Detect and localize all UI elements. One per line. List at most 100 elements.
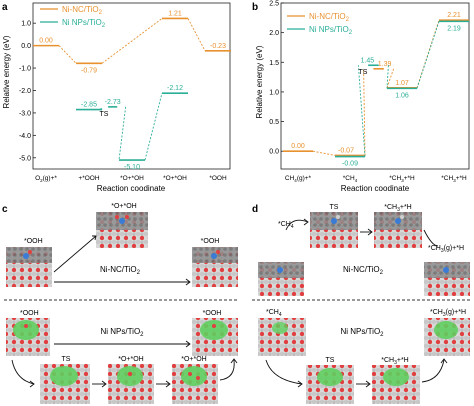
y-tick-label-a-6: 1.0 — [21, 21, 31, 28]
arrow-c-curve — [11, 359, 35, 385]
label-c-bot-left: *OOH — [20, 310, 39, 317]
data-label-a-0-3: -0.23 — [210, 43, 226, 50]
connector-b-0-1 — [363, 68, 366, 156]
x-tick-label-a-4: *OOH — [209, 175, 227, 182]
y-tick-label-b-3: 1.5 — [269, 60, 279, 67]
label-d-top-ts: TS — [330, 204, 339, 211]
ts-label-a: TS — [100, 111, 109, 118]
label-d-top-ch4: *CH4 — [278, 221, 294, 230]
label-c-top-left: *OOH — [24, 238, 43, 245]
label-d-bot-ts: TS — [326, 357, 335, 364]
connector-a-0-2 — [187, 18, 206, 51]
structure-c-bot-mid1 — [108, 364, 154, 404]
panel-label-c: c — [2, 204, 8, 215]
y-tick-label-a-0: -5.0 — [19, 155, 31, 162]
connector-b-1-2 — [416, 21, 440, 89]
structure-c-bot-mid2 — [172, 364, 218, 404]
data-label-b-1-1: 1.45 — [361, 57, 375, 64]
label-d-bot-ch4: *CH4 — [266, 309, 282, 318]
y-tick-label-a-5: 0.0 — [21, 43, 31, 50]
connector-a-0-0 — [58, 45, 77, 64]
structure-c-top-right — [192, 247, 238, 287]
x-tick-label-a-0: O2(g)+* — [35, 175, 57, 183]
x-tick-label-b-0: CH4(g)+* — [285, 175, 312, 183]
legend-entry-ni-nps-a: Ni NPs/TiO2 — [62, 18, 106, 29]
y-tick-label-b-4: 2.0 — [269, 30, 279, 37]
connector-b-0-0 — [312, 150, 336, 156]
legend-entry-ni-nc-b: Ni-NC/TiO2 — [309, 12, 350, 23]
plot-frame-a — [32, 2, 231, 170]
x-tick-label-b-3: *CH3+*H — [441, 175, 467, 183]
x-tick-labels-a: O2(g)+* +*OOH *O+*OH *O+*OH *OOH — [35, 175, 227, 183]
panel-label-b: b — [252, 2, 258, 13]
label-c-bot-mid1: *O+*OH — [118, 356, 143, 363]
structure-d-top-left — [258, 262, 304, 296]
label-d-top-ch3h: *CH3+*H — [384, 204, 412, 213]
x-axis-label-a: Reaction coodinate — [97, 184, 166, 193]
x-axis-label-b: Reaction coodinate — [341, 184, 410, 193]
data-label-b-1-2: 1.06 — [395, 92, 409, 99]
y-ticks-b: 0.0 0.5 1.0 1.5 2.0 2.5 — [269, 1, 284, 156]
structure-d-bot-ch3h — [372, 365, 420, 404]
y-tick-label-b-5: 2.5 — [269, 1, 279, 8]
structure-c-bot-right — [192, 318, 238, 356]
label-c-bot-mid2: *O+*OH — [181, 356, 206, 363]
label-d-bot-ch3h: *CH3+*H — [381, 357, 409, 366]
x-tick-label-a-2: *O+*OH — [120, 175, 144, 182]
panel-b: b Relative energy (eV) 0.0 0.5 1.0 1.5 2.0 2.… — [252, 1, 470, 193]
label-c-ts: TS — [62, 356, 71, 363]
structure-c-top-left — [6, 247, 52, 287]
connector-b-1-0 — [357, 65, 366, 157]
data-label-b-1-0: -0.09 — [342, 161, 358, 168]
data-label-a-0-1: -0.79 — [81, 67, 97, 74]
connector-b-1-1 — [386, 65, 389, 89]
panel-a: a Relative energy (eV) -5.0-4.0-3.0-2.0-… — [2, 2, 231, 193]
label-d-ni-nc: Ni-NC/TiO2 — [343, 265, 384, 276]
ts-label-b: TS — [359, 69, 368, 76]
panel-label-a: a — [2, 2, 8, 13]
data-label-a-0-2: 1.21 — [168, 10, 182, 17]
panel-c: c *OOH *O+*OH Ni-NC/TiO2 *OOH *OOH — [2, 203, 238, 404]
connector-a-1-2 — [144, 93, 163, 161]
data-label-b-0-2: 1.39 — [378, 61, 392, 68]
structure-d-bot-left — [258, 318, 306, 356]
structure-c-ts — [40, 364, 90, 404]
connector-a-1-1 — [118, 106, 127, 161]
legend-a: Ni-NC/TiO2 Ni NPs/TiO2 — [40, 5, 106, 29]
y-tick-label-a-2: -3.0 — [19, 110, 31, 117]
y-axis-label-b: Relative energy (eV) — [255, 45, 264, 118]
legend-b: Ni-NC/TiO2 Ni NPs/TiO2 — [287, 12, 353, 36]
label-c-ni-nc: Ni-NC/TiO2 — [100, 265, 141, 276]
series-b: 0.00 -0.07 1.39 1.07 2.21 -0.09 1.45 1.06 2.19 — [283, 12, 469, 168]
label-d-bot-prod: *CH3(g)+*H — [430, 309, 466, 318]
label-c-ni-nps: Ni NPs/TiO2 — [100, 327, 144, 338]
x-tick-labels-b: CH4(g)+* *CH4 *CH3+*H *CH3+*H — [285, 175, 467, 183]
panel-d: d TS *CH3+*H *CH4 *CH3(g)+*H — [252, 204, 472, 404]
structure-d-top-right — [424, 262, 470, 296]
data-label-b-0-1: -0.07 — [338, 147, 354, 154]
plot-frame-b — [280, 2, 470, 170]
x-tick-label-a-3: *O+*OH — [163, 175, 187, 182]
y-tick-label-a-4: -1.0 — [19, 66, 31, 73]
x-tick-label-b-1: *CH4 — [343, 175, 358, 183]
structure-d-bot-ts — [306, 365, 354, 404]
legend-entry-ni-nc-a: Ni-NC/TiO2 — [62, 5, 103, 16]
y-tick-label-b-1: 0.5 — [269, 119, 279, 126]
structure-c-bot-left — [6, 318, 50, 356]
data-label-b-0-0: 0.00 — [291, 143, 305, 150]
structure-d-top-ch3h — [374, 212, 422, 248]
label-c-top-mid: *O+*OH — [111, 203, 136, 210]
structure-d-top-ts — [310, 212, 358, 248]
connector-a-0-1 — [101, 18, 163, 64]
data-label-b-0-4: 2.21 — [447, 12, 461, 19]
label-c-bot-right: *OOH — [203, 310, 222, 317]
y-ticks-a: -5.0 -4.0 -3.0 -2.0 -1.0 0.0 1.0 — [19, 21, 36, 162]
legend-entry-ni-nps-b: Ni NPs/TiO2 — [309, 25, 353, 36]
structure-c-top-mid — [96, 212, 148, 248]
label-c-top-right: *OOH — [201, 238, 220, 245]
data-label-a-1-1: -2.73 — [105, 99, 121, 106]
data-label-a-0-0: 0.00 — [39, 38, 53, 45]
structure-d-bot-right — [424, 318, 470, 356]
series-a: 0.00 -0.79 1.21 -0.23 -2.85 -2.73 -5.10 -2.12 — [33, 10, 231, 171]
x-tick-label-b-2: *CH3+*H — [389, 175, 415, 183]
